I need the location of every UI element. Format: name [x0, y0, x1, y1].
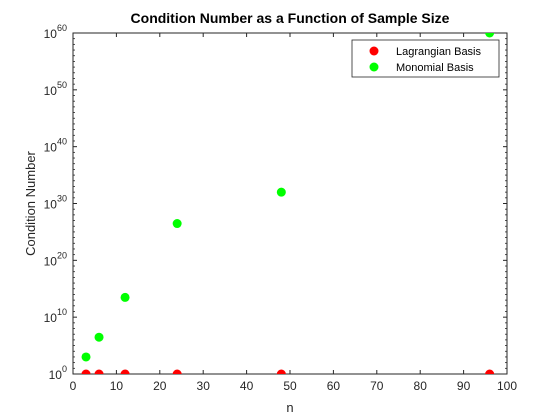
x-tick-label: 90: [457, 379, 471, 393]
legend-marker: [369, 46, 379, 56]
x-axis-label: n: [286, 400, 293, 415]
legend: Lagrangian Basis Monomial Basis: [351, 39, 500, 78]
data-points-group: [81, 33, 495, 374]
x-tick-label: 20: [153, 379, 167, 393]
x-tick-label: 30: [197, 379, 211, 393]
x-tick-label: 80: [414, 379, 428, 393]
data-point-series-1: [120, 292, 130, 302]
y-tick-label: 1020: [44, 250, 67, 268]
y-axis-label: Condition Number: [23, 150, 38, 255]
plot-area: [72, 32, 508, 375]
legend-marker: [369, 62, 379, 72]
x-tick-label: 40: [240, 379, 254, 393]
y-tick-label: 1040: [44, 137, 67, 155]
x-tick-label: 10: [110, 379, 124, 393]
data-point-series-0: [94, 369, 104, 374]
x-tick-label: 100: [497, 379, 517, 393]
data-point-series-1: [172, 219, 182, 229]
data-point-series-1: [276, 187, 286, 197]
ticks-group: 0 10 20 30 40 50 60 70 80 90 100100101010201030104…: [44, 23, 518, 393]
data-point-series-0: [120, 369, 130, 374]
x-tick-label: 70: [370, 379, 384, 393]
x-tick-label: 60: [327, 379, 341, 393]
data-point-series-0: [485, 369, 495, 374]
y-tick-label: 1010: [44, 307, 67, 325]
y-tick-label: 1060: [44, 23, 67, 41]
data-point-series-1: [94, 332, 104, 342]
data-point-series-0: [276, 369, 286, 374]
chart-title: Condition Number as a Function of Sample…: [131, 10, 450, 26]
data-point-series-0: [81, 369, 91, 374]
x-tick-label: 0: [70, 379, 77, 393]
data-point-series-0: [172, 369, 182, 374]
y-tick-label: 1030: [44, 194, 67, 212]
y-tick-label: 1050: [44, 80, 67, 98]
x-tick-label: 50: [283, 379, 297, 393]
legend-label: Lagrangian Basis: [396, 46, 482, 58]
data-point-series-1: [485, 33, 495, 38]
legend-label: Monomial Basis: [396, 62, 474, 74]
data-point-series-1: [81, 352, 91, 362]
legend-box: [351, 39, 500, 78]
y-tick-label: 100: [49, 364, 67, 382]
